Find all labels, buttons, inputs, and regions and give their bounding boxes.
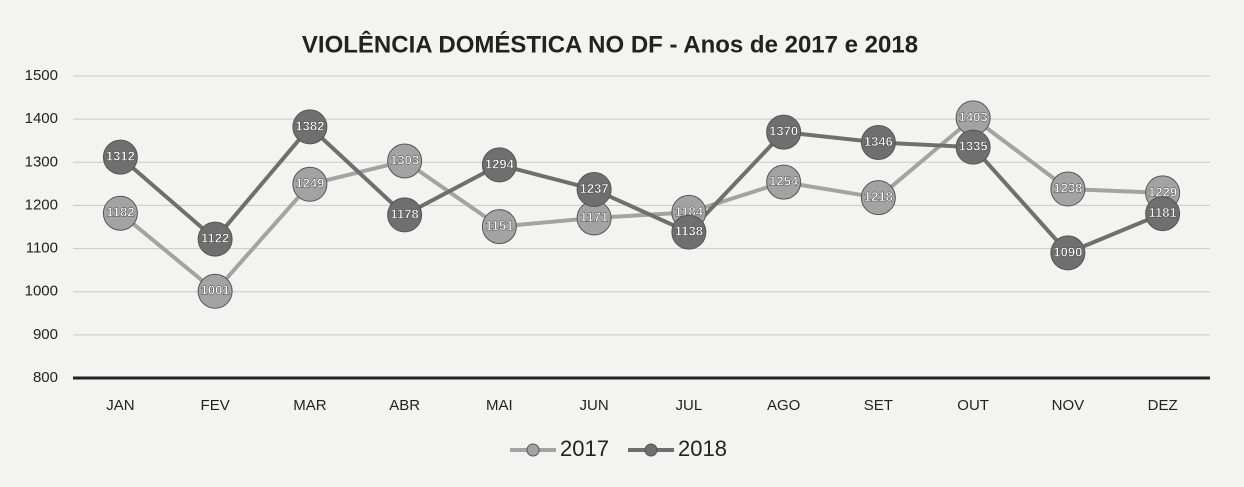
x-tick-label: AGO (767, 397, 800, 414)
data-label: 1238 (1053, 180, 1082, 195)
marker (387, 197, 423, 233)
marker (292, 166, 328, 202)
data-label: 1218 (864, 189, 893, 204)
data-label: 1303 (390, 152, 419, 167)
x-tick-label: DEZ (1148, 397, 1178, 414)
x-tick-label: NOV (1052, 397, 1085, 414)
x-tick-label: SET (864, 397, 893, 414)
x-tick-label: FEV (201, 397, 230, 414)
x-tick-label: ABR (389, 397, 420, 414)
data-label: 1254 (769, 174, 799, 189)
x-tick-label: JUL (676, 397, 703, 414)
data-label: 1312 (106, 149, 135, 164)
data-label: 1184 (675, 204, 704, 219)
series-line (119, 115, 1163, 295)
marker (102, 139, 138, 175)
data-label: 1237 (580, 181, 609, 196)
y-tick-label: 1300 (25, 153, 58, 170)
data-label: 1178 (391, 206, 419, 221)
data-label: 1335 (959, 139, 988, 154)
data-label: 1001 (201, 283, 230, 298)
data-label: 1382 (295, 118, 324, 133)
y-tick-label: 1500 (25, 67, 58, 84)
data-label: 1182 (106, 205, 134, 220)
data-label: 1346 (864, 134, 893, 149)
data-label: 1122 (201, 231, 229, 246)
marker (860, 180, 896, 216)
marker (102, 195, 138, 231)
data-label: 1370 (769, 124, 798, 139)
data-label: 1181 (1149, 205, 1177, 220)
marker (955, 129, 991, 165)
marker (671, 214, 707, 250)
marker (387, 143, 423, 179)
legend-label: 2017 (560, 436, 609, 461)
marker (481, 209, 517, 245)
marker (481, 147, 517, 183)
y-tick-label: 800 (33, 369, 58, 386)
x-tick-label: OUT (957, 397, 989, 414)
x-tick-label: MAR (293, 397, 327, 414)
marker (860, 124, 896, 160)
x-tick-label: MAI (486, 397, 513, 414)
legend-marker (526, 443, 540, 457)
marker (576, 171, 612, 207)
series-line (119, 124, 1164, 256)
y-tick-label: 1200 (25, 196, 58, 213)
marker (292, 109, 328, 145)
marker (1050, 235, 1086, 271)
data-label: 1138 (675, 224, 703, 239)
y-tick-label: 900 (33, 326, 58, 343)
data-label: 1151 (485, 218, 513, 233)
legend-label: 2018 (678, 436, 727, 461)
marker (1145, 196, 1181, 232)
marker (766, 114, 802, 150)
data-label: 1249 (295, 176, 324, 191)
y-tick-label: 1400 (25, 110, 58, 127)
x-tick-label: JAN (106, 397, 134, 414)
data-label: 1403 (959, 109, 988, 124)
data-label: 1229 (1148, 184, 1177, 199)
y-tick-label: 1100 (26, 240, 58, 257)
marker (1050, 171, 1086, 207)
y-tick-label: 1000 (25, 283, 58, 300)
data-label: 1171 (580, 209, 608, 224)
marker (766, 164, 802, 200)
marker (197, 221, 233, 257)
legend-marker (644, 443, 658, 457)
marker (197, 273, 233, 309)
chart-title: VIOLÊNCIA DOMÉSTICA NO DF - Anos de 2017… (302, 30, 918, 58)
x-tick-label: JUN (580, 397, 609, 414)
data-label: 1294 (485, 156, 515, 171)
data-label: 1090 (1053, 244, 1082, 259)
